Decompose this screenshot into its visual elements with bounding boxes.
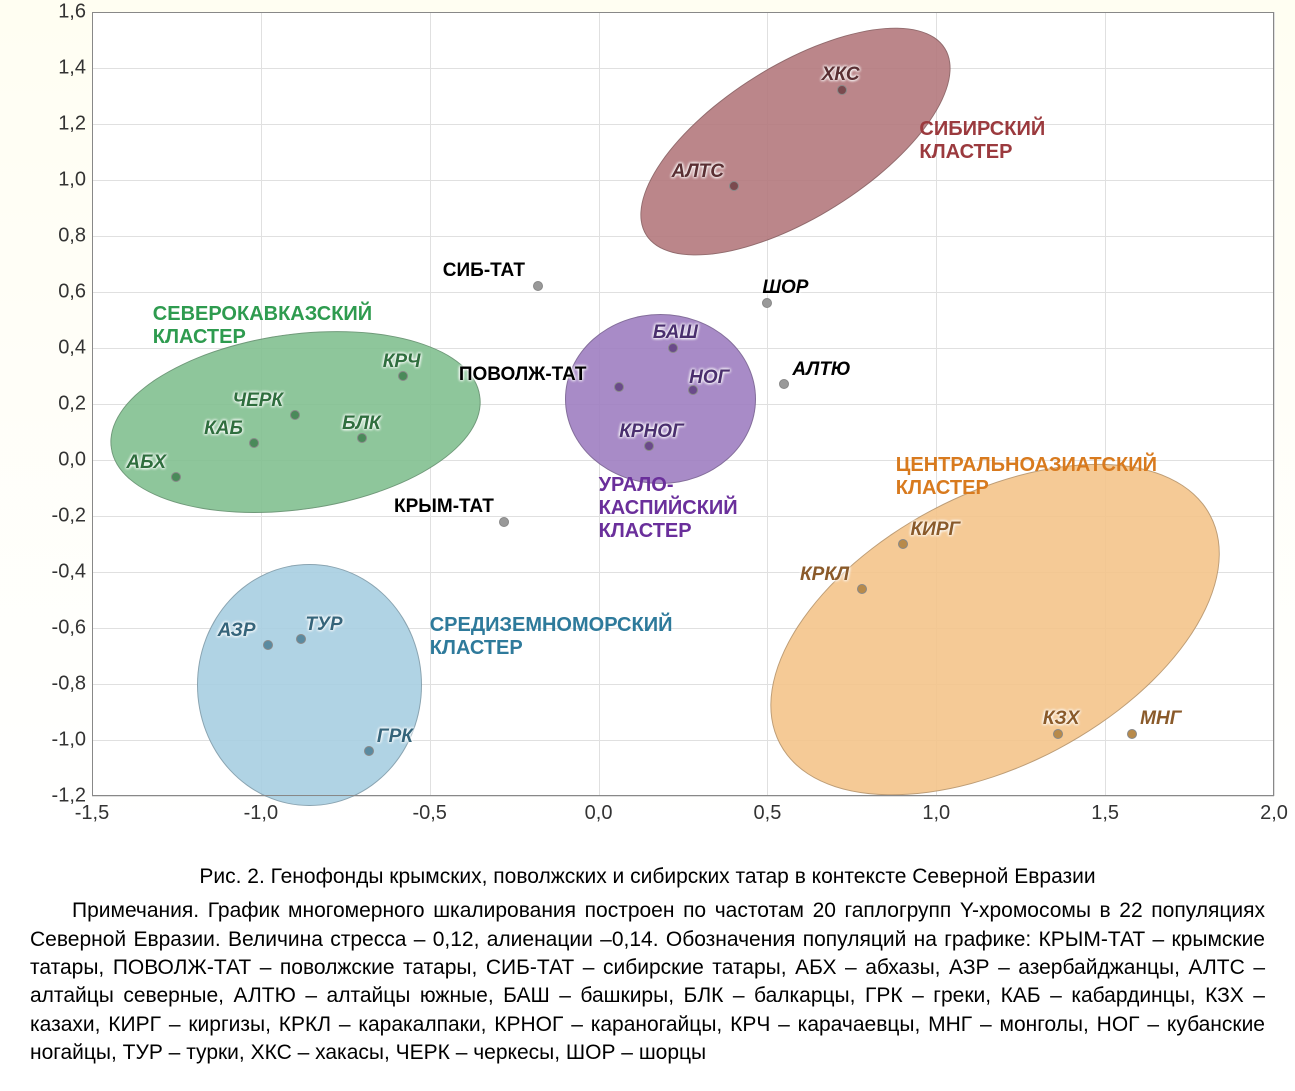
point-label-xks: ХКС: [822, 65, 860, 84]
xtick-label: 2,0: [1260, 802, 1288, 825]
point-azr: [263, 640, 273, 650]
point-kirg: [898, 539, 908, 549]
point-label-azr: АЗР: [218, 621, 256, 640]
point-abx: [171, 472, 181, 482]
central-asian-label: ЦЕНТРАЛЬНОАЗИАТСКИЙКЛАСТЕР: [896, 454, 1157, 500]
point-krkl: [857, 584, 867, 594]
point-shor: [762, 298, 772, 308]
point-label-krkl: КРКЛ: [800, 565, 849, 584]
point-kab: [249, 438, 259, 448]
ytick-label: 1,2: [42, 113, 86, 136]
point-povtat: [614, 382, 624, 392]
point-label-nog: НОГ: [689, 368, 729, 387]
point-label-tur: ТУР: [305, 615, 342, 634]
point-bash: [668, 343, 678, 353]
point-altyu: [779, 379, 789, 389]
point-label-abx: АБХ: [126, 453, 166, 472]
point-kzx: [1053, 729, 1063, 739]
point-xks: [837, 85, 847, 95]
ytick-label: 1,6: [42, 1, 86, 24]
point-label-cherk: ЧЕРК: [233, 391, 283, 410]
ytick-label: 0,0: [42, 449, 86, 472]
gridline-v: [1274, 12, 1275, 796]
plot-area: -1,5-1,0-0,50,00,51,01,52,0-1,2-1,0-0,8-…: [0, 0, 1295, 833]
figure-caption: Рис. 2. Генофонды крымских, поволжских и…: [0, 833, 1295, 1087]
ytick-label: -1,0: [42, 729, 86, 752]
cluster-ellipse-mediterranean: [197, 564, 422, 807]
gridline-h: [92, 292, 1274, 293]
point-label-kirg: КИРГ: [911, 520, 961, 539]
north-caucasus-label: СЕВЕРОКАВКАЗСКИЙКЛАСТЕР: [153, 303, 372, 349]
xtick-label: 1,5: [1091, 802, 1119, 825]
ytick-label: -0,8: [42, 673, 86, 696]
point-alts: [729, 181, 739, 191]
point-cherk: [290, 410, 300, 420]
point-label-bash: БАШ: [653, 323, 698, 342]
point-label-kab: КАБ: [204, 419, 243, 438]
caption-title: Рис. 2. Генофонды крымских, поволжских и…: [30, 863, 1265, 891]
ytick-label: 0,6: [42, 281, 86, 304]
point-label-povtat: ПОВОЛЖ-ТАТ: [459, 365, 587, 384]
point-krymtat: [499, 517, 509, 527]
mediterranean-label: СРЕДИЗЕМНОМОРСКИЙКЛАСТЕР: [430, 614, 673, 660]
point-grk: [364, 746, 374, 756]
ytick-label: -1,2: [42, 785, 86, 808]
siberian-label: СИБИРСКИЙКЛАСТЕР: [919, 118, 1045, 164]
point-tur: [296, 634, 306, 644]
point-label-krymtat: КРЫМ-ТАТ: [394, 497, 494, 516]
xtick-label: -1,0: [244, 802, 278, 825]
point-blk: [357, 433, 367, 443]
ytick-label: 0,4: [42, 337, 86, 360]
point-label-kzx: КЗХ: [1043, 709, 1080, 728]
ytick-label: 0,8: [42, 225, 86, 248]
ytick-label: -0,4: [42, 561, 86, 584]
point-label-blk: БЛК: [342, 414, 380, 433]
point-krnog: [644, 441, 654, 451]
xtick-label: -0,5: [412, 802, 446, 825]
point-label-krch: КРЧ: [383, 352, 421, 371]
point-label-altyu: АЛТЮ: [792, 360, 850, 379]
ytick-label: 1,4: [42, 57, 86, 80]
ytick-label: 0,2: [42, 393, 86, 416]
gridline-h: [92, 12, 1274, 13]
xtick-label: 0,5: [754, 802, 782, 825]
ural-caspian-label: УРАЛО-КАСПИЙСКИЙКЛАСТЕР: [599, 474, 738, 543]
point-krch: [398, 371, 408, 381]
point-sibtat: [533, 281, 543, 291]
ytick-label: 1,0: [42, 169, 86, 192]
gridline-h: [92, 68, 1274, 69]
container: -1,5-1,0-0,50,00,51,01,52,0-1,2-1,0-0,8-…: [0, 0, 1295, 1087]
xtick-label: 0,0: [585, 802, 613, 825]
xtick-label: 1,0: [922, 802, 950, 825]
point-label-alts: АЛТС: [672, 162, 724, 181]
point-mng: [1127, 729, 1137, 739]
point-label-mng: МНГ: [1140, 709, 1181, 728]
point-label-shor: ШОР: [762, 278, 808, 297]
gridline-h: [92, 124, 1274, 125]
point-label-krnog: КРНОГ: [619, 422, 684, 441]
point-label-grk: ГРК: [377, 727, 413, 746]
point-label-sibtat: СИБ-ТАТ: [443, 261, 525, 280]
caption-body: Примечания. График многомерного шкалиров…: [30, 897, 1265, 1067]
ytick-label: -0,2: [42, 505, 86, 528]
ytick-label: -0,6: [42, 617, 86, 640]
